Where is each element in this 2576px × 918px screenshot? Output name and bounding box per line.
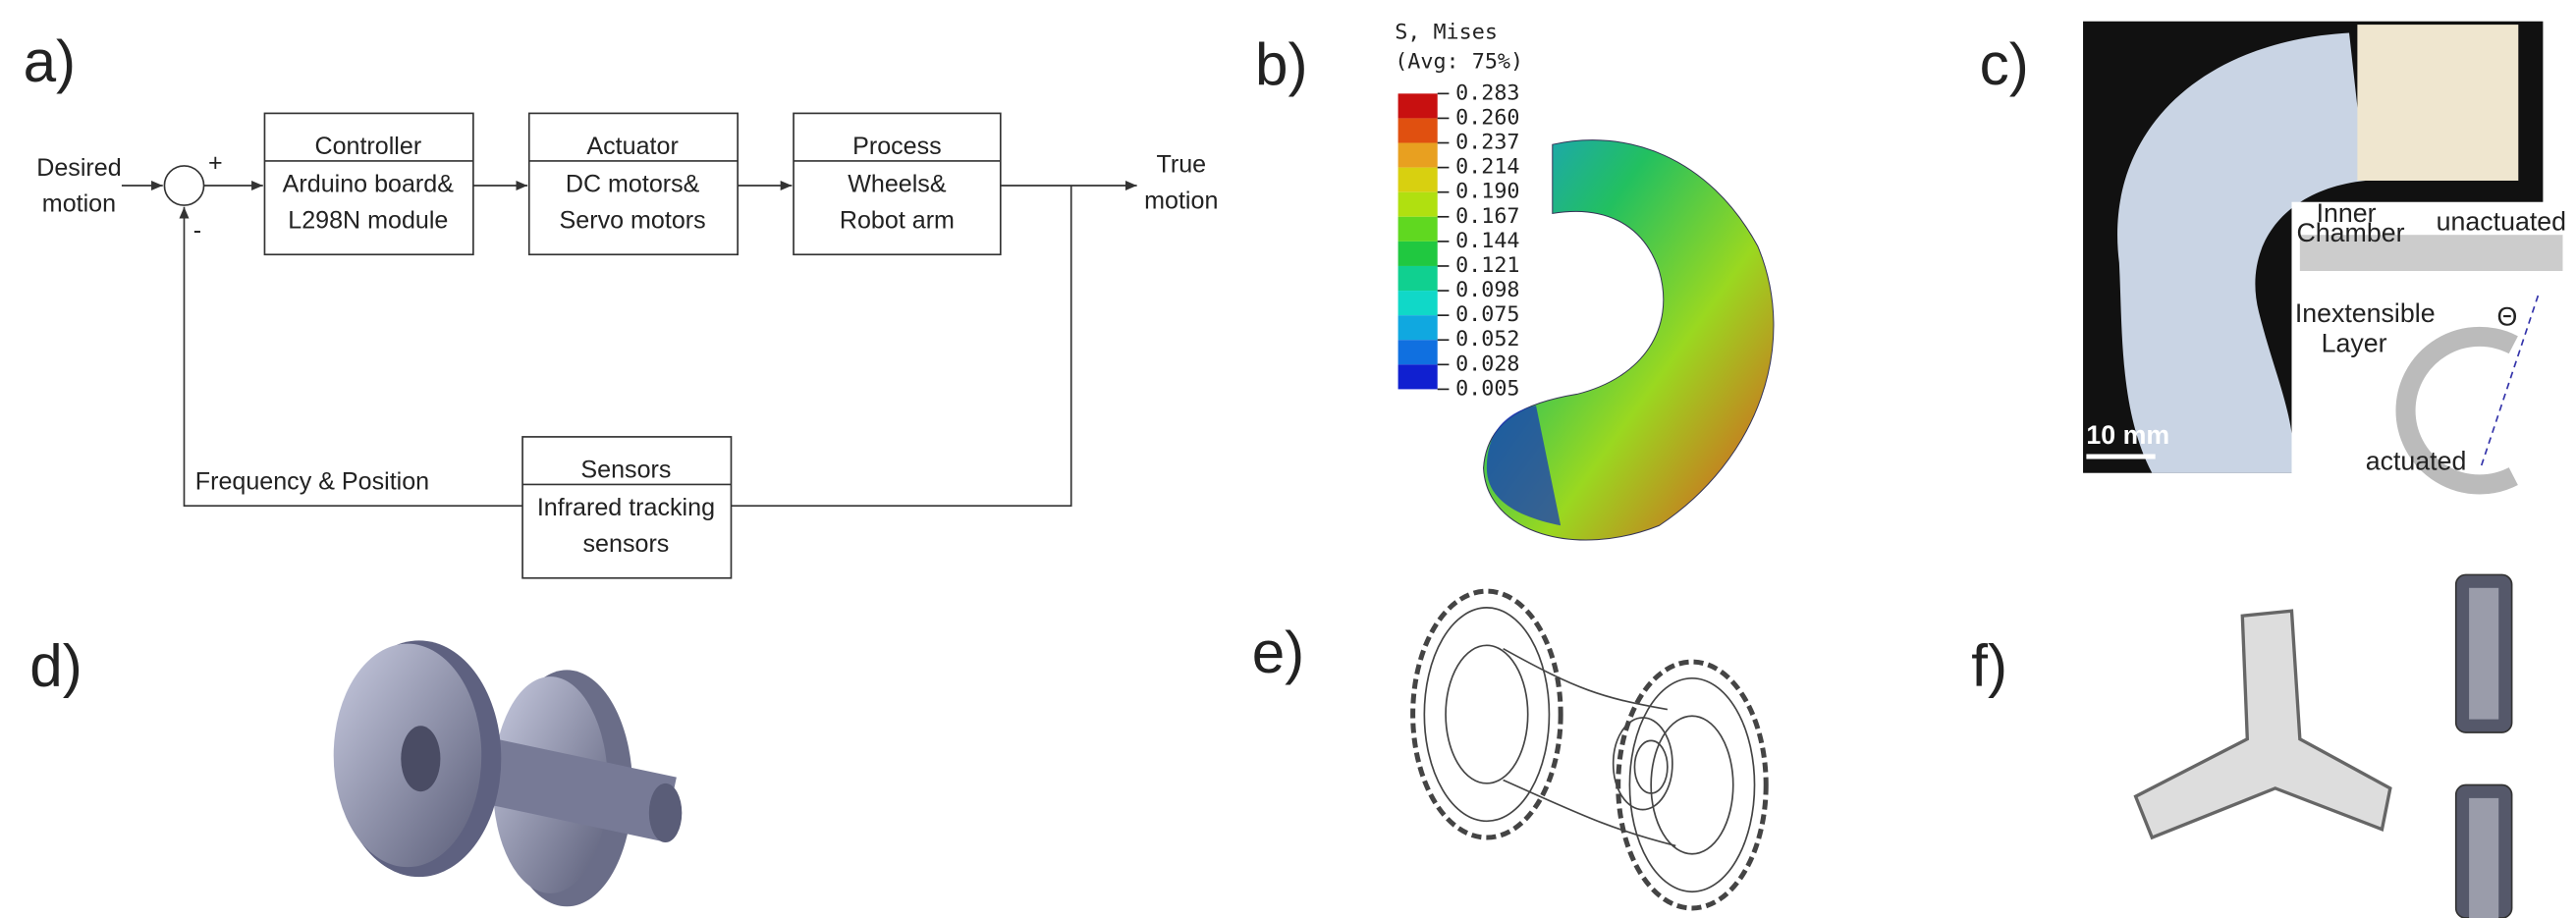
output-label: motion: [1144, 187, 1218, 214]
block-body: sensors: [583, 530, 670, 558]
legend-label: 0.052: [1455, 327, 1519, 351]
legend-label: 0.028: [1455, 351, 1519, 376]
scale-label: 10 mm: [2086, 420, 2169, 450]
legend-title: S, Mises: [1395, 20, 1498, 44]
legend-band: [1398, 266, 1438, 291]
legend-band: [1398, 168, 1438, 192]
pulley: [334, 640, 683, 906]
legend-label: 0.167: [1455, 204, 1519, 229]
feedback-label: Frequency & Position: [195, 467, 429, 495]
legend-band: [1398, 93, 1438, 118]
legend-band: [1398, 340, 1438, 364]
photo-label: Layer: [2322, 328, 2387, 357]
input-label: Desired: [36, 154, 121, 182]
legend-label: 0.260: [1455, 105, 1519, 130]
block-body: Arduino board&: [283, 171, 455, 198]
photo-label: unactuated: [2437, 207, 2566, 237]
photo-label: Inextensible: [2295, 298, 2436, 328]
block-body: Robot arm: [840, 206, 955, 234]
legend-label: 0.214: [1455, 155, 1519, 180]
photo-label: actuated: [2366, 447, 2467, 476]
block-body: Wheels&: [848, 171, 947, 198]
block-body: Infrared tracking: [537, 494, 715, 521]
input-label: motion: [42, 190, 116, 218]
legend-band: [1398, 192, 1438, 217]
legend-label: 0.121: [1455, 253, 1519, 278]
summing-junction: [164, 166, 203, 205]
panel-label: c): [1980, 30, 2029, 97]
photo-label: Θ: [2497, 302, 2518, 332]
soft-actuators: [2136, 574, 2512, 918]
block-title: Actuator: [586, 133, 678, 160]
photo-label: Chamber: [2296, 218, 2404, 247]
legend-label: 0.075: [1455, 302, 1519, 327]
clamp: [2357, 25, 2518, 181]
output-label: True: [1156, 151, 1206, 179]
legend-label: 0.098: [1455, 278, 1519, 302]
figure: a) b) c) d) e) f) Desired motion + - Con…: [0, 0, 2576, 918]
legend-label: 0.283: [1455, 81, 1519, 105]
legend-band: [1398, 315, 1438, 340]
legend-band: [1398, 291, 1438, 315]
legend-label: 0.005: [1455, 376, 1519, 401]
panel-label: e): [1252, 619, 1305, 685]
block-body: L298N module: [288, 206, 448, 234]
legend-label: 0.190: [1455, 180, 1519, 204]
block-title: Sensors: [580, 457, 671, 484]
panel-label: d): [29, 631, 82, 698]
legend-band: [1398, 242, 1438, 266]
legend-band: [1398, 364, 1438, 389]
legend-band: [1398, 217, 1438, 242]
sprocket: [1413, 591, 1767, 908]
legend-band: [1398, 118, 1438, 142]
legend-label: 0.237: [1455, 131, 1519, 155]
page: {"panels": ["a)", "b)", "c)", "d)", "e)"…: [0, 0, 2576, 918]
legend-label: 0.144: [1455, 229, 1519, 253]
panel-label: a): [24, 27, 77, 94]
sign: +: [208, 149, 223, 177]
panel-label: f): [1971, 631, 2007, 698]
block-title: Controller: [314, 133, 421, 160]
panel-label: b): [1255, 30, 1308, 97]
block-title: Process: [852, 133, 942, 160]
block-diagram: Desired motion + - Controller Arduino bo…: [36, 113, 1218, 577]
legend-title: (Avg: 75%): [1395, 50, 1523, 75]
block-body: Servo motors: [560, 206, 706, 234]
legend-band: [1398, 143, 1438, 168]
fea-legend: S, Mises (Avg: 75%) 0.2830.2600.2370.214…: [1395, 20, 1523, 401]
sign: -: [193, 216, 201, 243]
block-body: DC motors&: [566, 171, 700, 198]
